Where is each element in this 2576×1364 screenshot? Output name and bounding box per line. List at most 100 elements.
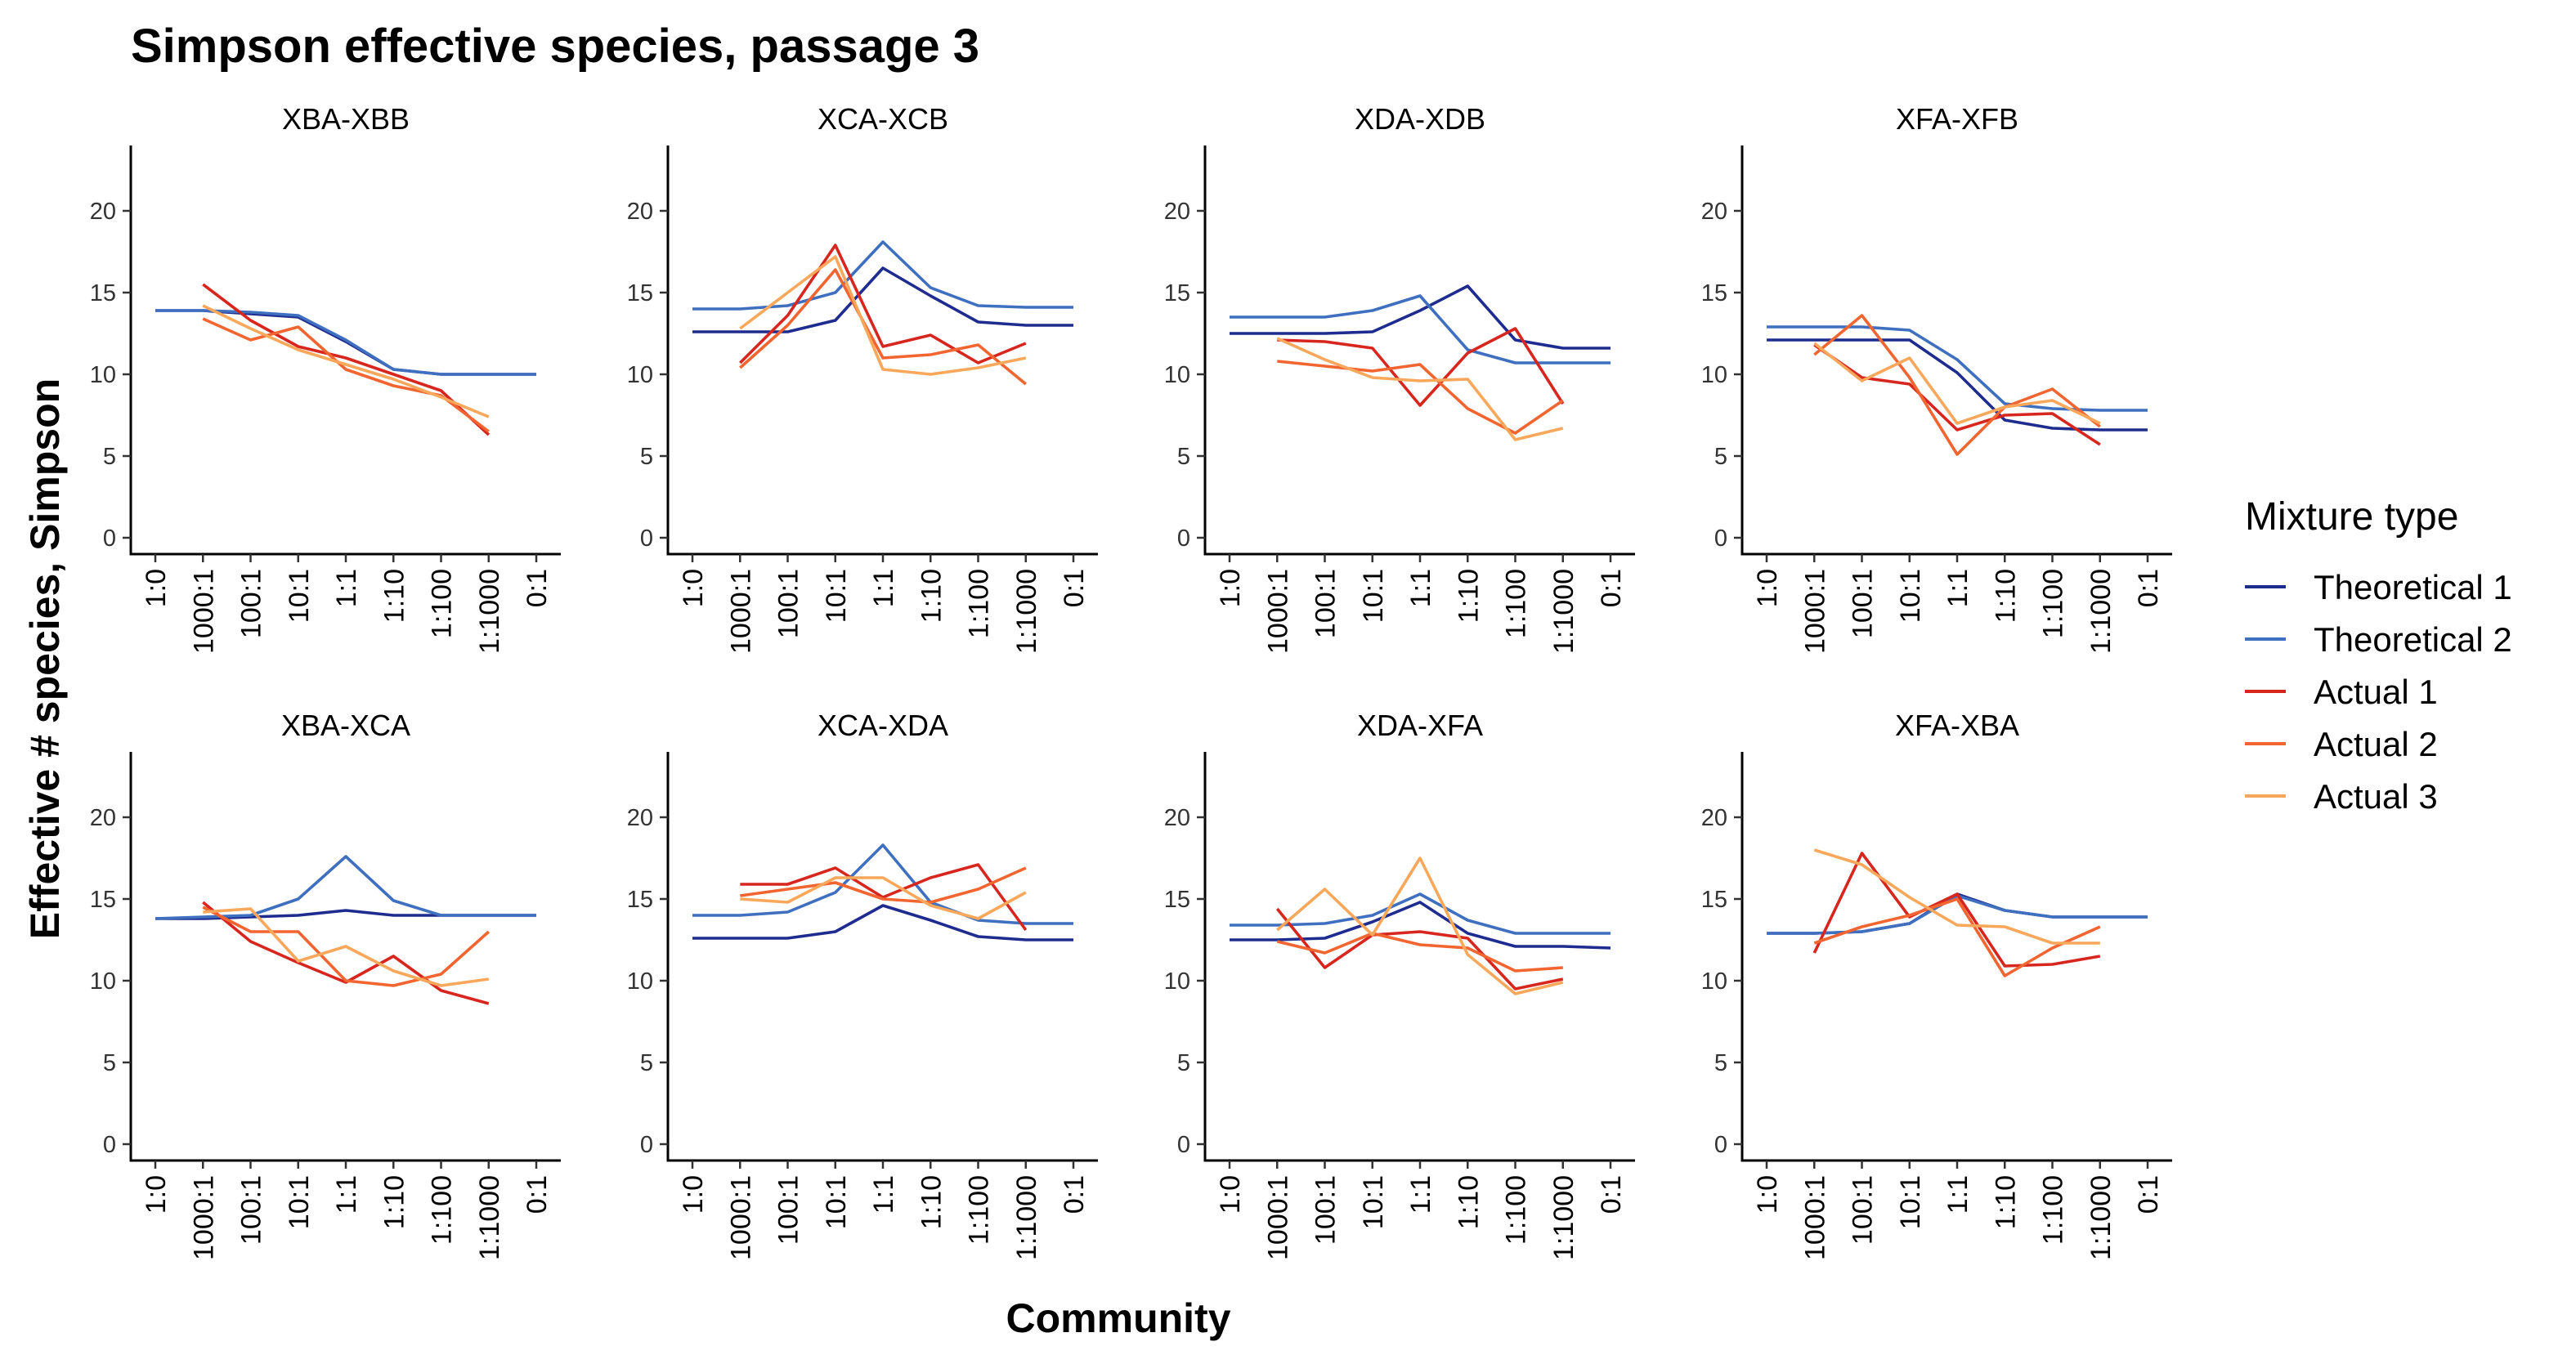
x-tick-label: 0:1 [1596,569,1627,607]
x-tick-label: 1000:1 [1262,1175,1293,1260]
series-line-actual-3 [1276,337,1564,441]
y-tick-label: 10 [90,968,116,995]
y-tick-label: 10 [627,968,653,995]
x-tick-label: 1:1000 [1548,1175,1579,1260]
series-line-actual-3 [1276,856,1564,995]
y-tick-label: 15 [90,887,116,913]
y-tick-label: 0 [1714,525,1727,552]
legend-label: Theoretical 1 [2314,568,2512,606]
y-tick-label: 15 [627,887,653,913]
y-tick-label: 20 [1701,199,1727,225]
x-tick-label: 1:0 [1215,569,1246,607]
series-line-theoretical-1 [1767,338,2148,432]
series-line-theoretical-1 [1230,901,1611,950]
x-tick-label: 1:1000 [1011,1175,1042,1260]
y-tick-label: 10 [627,362,653,388]
x-tick-label: 1:10 [1990,1175,2021,1229]
x-tick-label: 100:1 [773,1175,804,1245]
x-tick-label: 100:1 [236,569,267,638]
facet-panel: XDA-XDB 0 5 10 15 20 1:0 1000:1 100:1 10:1 1:1 1:10… [1164,102,1635,654]
y-tick-label: 15 [1164,887,1190,913]
facet-title: XFA-XFB [1896,102,2018,136]
y-tick-label: 15 [90,280,116,306]
series-line-actual-2 [202,317,490,433]
x-tick-label: 1:1 [1942,1175,1973,1214]
series-line-actual-2 [740,866,1027,904]
x-tick-label: 1:0 [141,1175,172,1214]
x-tick-label: 1:0 [678,569,709,607]
y-axis-title: Effective # species, Simpson [22,378,68,939]
series-line-actual-1 [1812,852,2101,968]
x-tick-label: 1:10 [1990,569,2021,623]
x-tick-label: 1000:1 [725,1175,756,1260]
x-tick-label: 1:10 [916,569,947,623]
series-line-actual-2 [1276,932,1563,973]
x-tick-label: 10:1 [821,569,852,623]
y-tick-label: 10 [1164,362,1190,388]
y-tick-label: 10 [1701,968,1727,995]
facet-title: XDA-XDB [1355,102,1485,136]
x-tick-label: 1:100 [964,569,995,638]
x-tick-label: 1:0 [1752,569,1783,607]
legend-label: Actual 1 [2314,673,2438,711]
series-line-theoretical-2 [1230,892,1611,935]
facet-title: XCA-XCB [818,102,948,136]
x-tick-label: 1:10 [916,1175,947,1229]
x-tick-label: 1:1 [1942,569,1973,607]
y-tick-label: 15 [1701,887,1727,913]
facet-panel: XCA-XCB 0 5 10 15 20 1:0 1000:1 100:1 10:1 1:1 1:10… [627,102,1098,654]
x-tick-label: 1:0 [1215,1175,1246,1214]
series-line-actual-1 [202,283,491,436]
x-tick-label: 1:0 [678,1175,709,1214]
legend-label: Actual 2 [2314,725,2438,763]
x-tick-label: 10:1 [284,1175,315,1229]
series-line-actual-3 [203,907,490,987]
legend-title: Mixture type [2245,495,2458,539]
series-line-actual-2 [1813,314,2101,456]
x-tick-label: 1000:1 [725,569,756,654]
x-tick-label: 1:1 [331,1175,362,1214]
x-tick-label: 10:1 [1895,569,1926,623]
x-tick-label: 1:1 [1405,569,1436,607]
series-line-theoretical-2 [1767,325,2148,412]
x-tick-label: 0:1 [2133,569,2164,607]
x-tick-label: 0:1 [2133,1175,2164,1214]
series-line-actual-3 [1813,848,2100,945]
x-tick-label: 1000:1 [1262,569,1293,654]
series-line-actual-3 [739,255,1027,376]
series-line-theoretical-1 [1230,284,1611,350]
y-tick-label: 20 [627,805,653,831]
series-line-theoretical-2 [692,240,1073,311]
y-tick-label: 0 [103,1132,116,1158]
series-line-theoretical-2 [692,843,1073,925]
x-tick-label: 0:1 [1059,569,1090,607]
x-tick-label: 1:100 [1501,1175,1532,1245]
y-tick-label: 15 [627,280,653,306]
x-tick-label: 1:1000 [1548,569,1579,654]
x-tick-label: 1:1000 [2085,569,2117,654]
y-tick-label: 0 [640,1132,653,1158]
y-tick-label: 5 [1714,444,1727,470]
series-line-actual-1 [739,244,1027,364]
series-line-actual-1 [1813,343,2101,446]
facet-title: XBA-XBB [282,102,410,136]
x-tick-label: 1:100 [964,1175,995,1245]
facet-title: XDA-XFA [1357,709,1483,742]
x-tick-label: 1000:1 [1799,1175,1830,1260]
y-tick-label: 5 [1177,444,1190,470]
y-tick-label: 0 [1177,525,1190,552]
x-tick-label: 1:100 [1501,569,1532,638]
facet-panel: XBA-XCA 0 5 10 15 20 1:0 1000:1 100:1 10:1 1:1 1:10… [90,709,561,1260]
x-tick-label: 1:100 [427,1175,458,1245]
y-tick-label: 0 [1177,1132,1190,1158]
x-tick-label: 1:1 [868,1175,899,1214]
x-tick-label: 1:10 [1453,1175,1484,1229]
x-tick-label: 1:1 [1405,1175,1436,1214]
x-tick-label: 1000:1 [188,569,219,654]
facet-panel: XDA-XFA 0 5 10 15 20 1:0 1000:1 100:1 10:1 1:1 1:10… [1164,709,1635,1260]
y-tick-label: 5 [1714,1050,1727,1076]
x-axis-title: Community [1006,1295,1231,1341]
x-tick-label: 100:1 [1310,1175,1342,1245]
facet-title: XBA-XCA [281,709,410,742]
